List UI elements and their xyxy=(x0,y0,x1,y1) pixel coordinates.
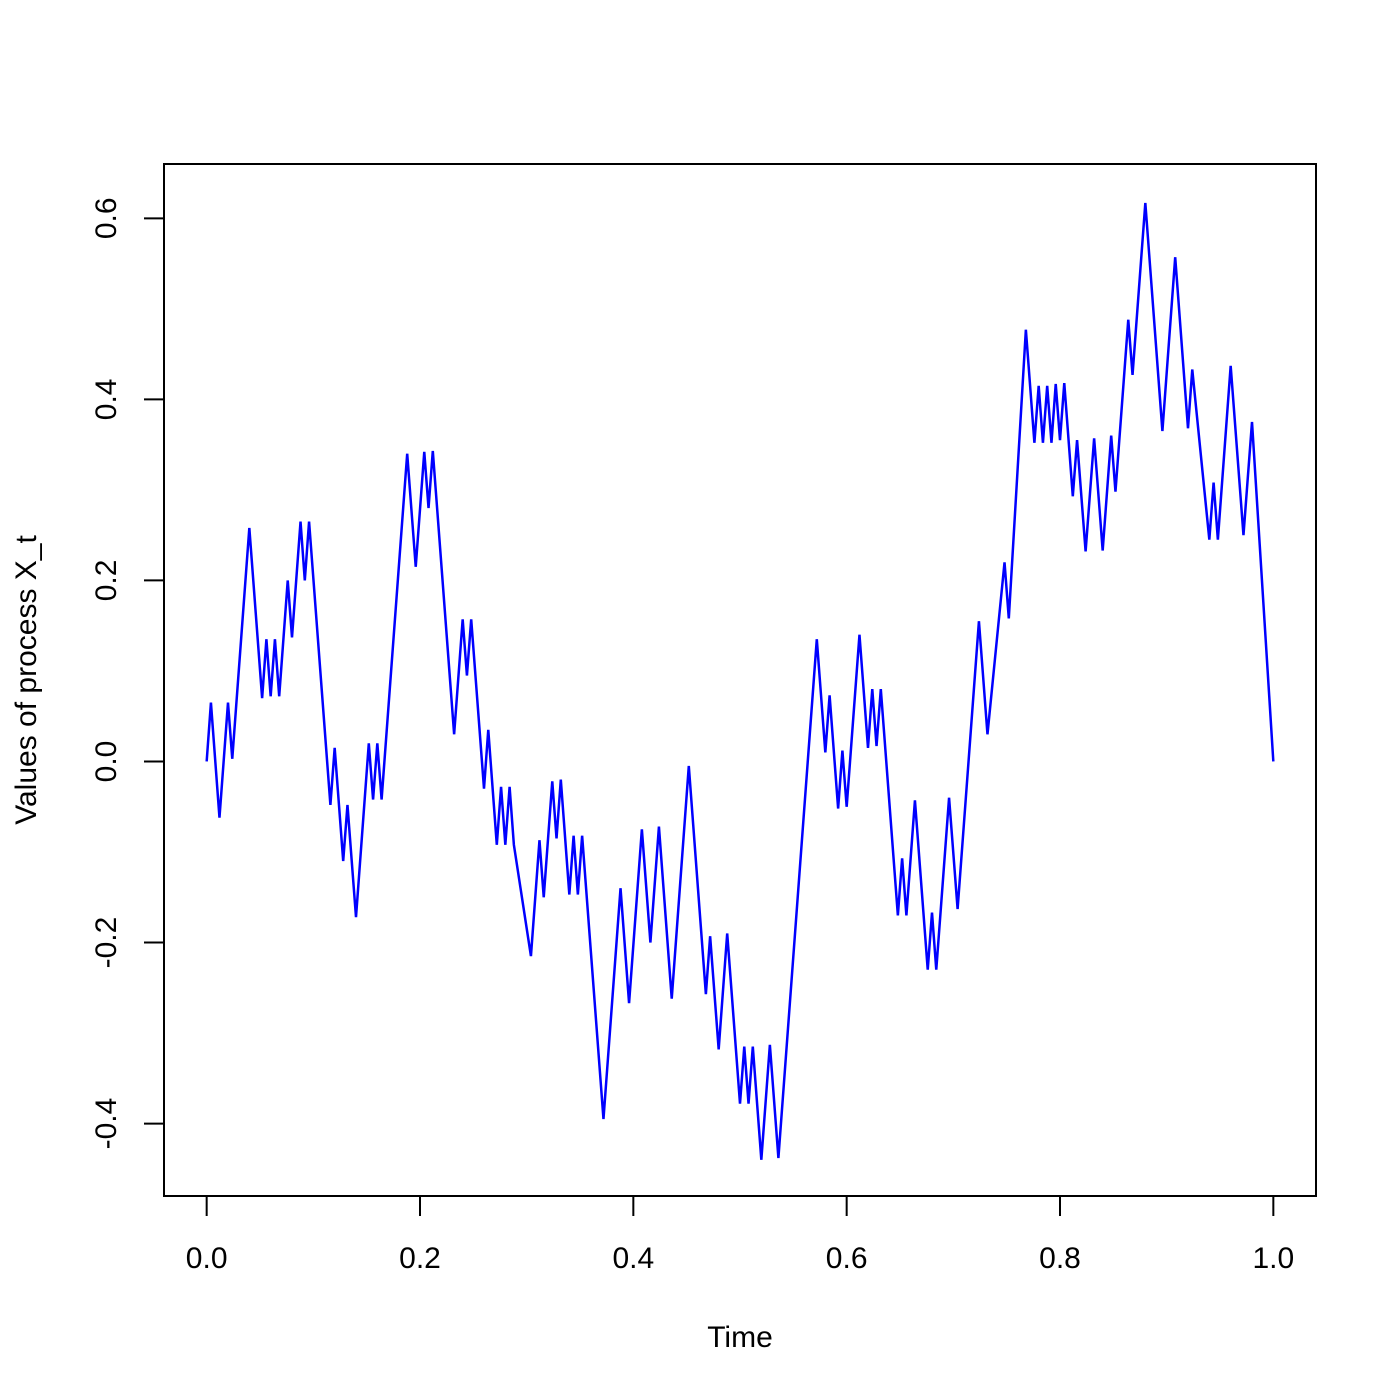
x-tick-label: 0.2 xyxy=(399,1242,441,1275)
y-axis: -0.4 -0.2 0.0 0.2 0.4 0.6 xyxy=(90,197,165,1150)
x-tick-label: 0.8 xyxy=(1039,1242,1081,1275)
y-tick-label: 0.6 xyxy=(90,197,123,239)
y-tick-label: 0.0 xyxy=(90,741,123,783)
series-group xyxy=(205,202,1275,1160)
series-line xyxy=(205,202,1275,1160)
x-tick-label: 0.4 xyxy=(612,1242,654,1275)
y-tick-label: -0.4 xyxy=(90,1098,123,1150)
x-tick-label: 0.6 xyxy=(826,1242,868,1275)
x-axis-label: Time xyxy=(707,1321,773,1354)
plot-frame xyxy=(163,163,1317,1197)
y-axis-label: Values of process X_t xyxy=(10,535,43,825)
x-axis: 0.0 0.2 0.4 0.6 0.8 1.0 xyxy=(186,1195,1294,1275)
x-tick-label: 0.0 xyxy=(186,1242,228,1275)
x-tick-label: 1.0 xyxy=(1252,1242,1294,1275)
y-tick-label: 0.4 xyxy=(90,379,123,421)
y-tick-label: -0.2 xyxy=(90,917,123,969)
y-tick-label: 0.2 xyxy=(90,560,123,602)
